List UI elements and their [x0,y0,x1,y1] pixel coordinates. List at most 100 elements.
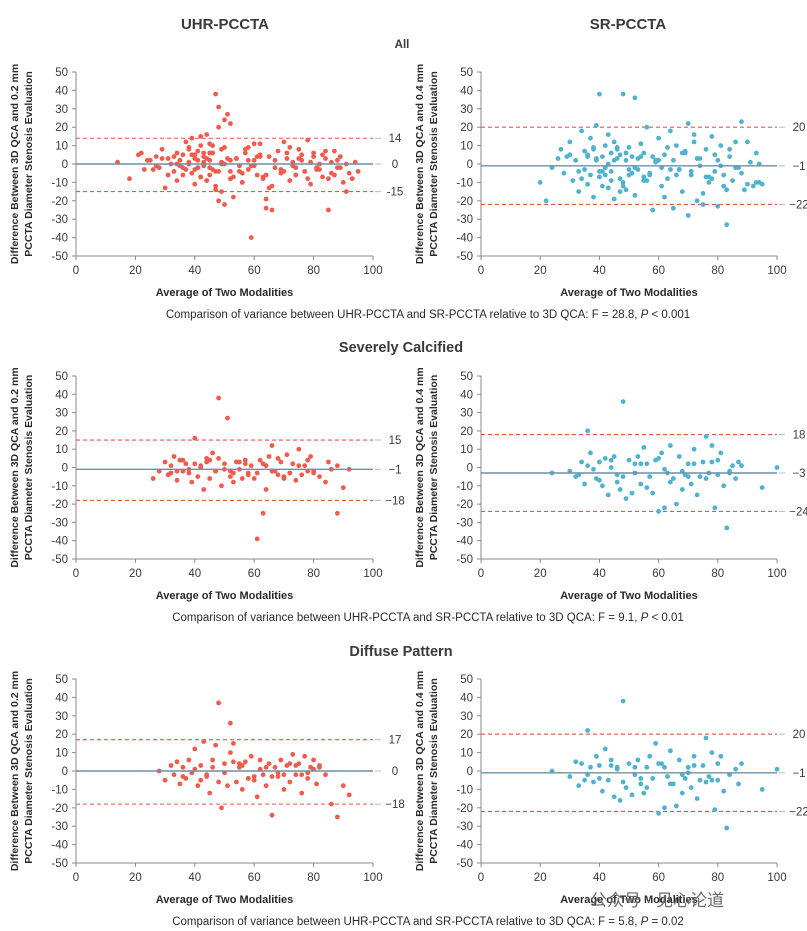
data-point [691,139,697,145]
data-point [632,95,638,101]
data-point [251,157,257,163]
data-point [759,485,765,490]
x-tick-label: 40 [593,265,606,277]
data-point [281,474,287,479]
data-point [231,759,236,765]
y-tick-label: -10 [51,177,68,189]
data-point [718,143,724,149]
data-point [724,187,730,193]
data-point [320,174,325,180]
y-tick-label: -40 [51,840,68,852]
data-point [623,785,629,790]
data-point [588,764,593,770]
data-point [579,761,584,766]
data-point [234,779,239,785]
x-tick-label: 100 [767,872,786,884]
data-point [183,139,189,145]
y-tick-label: 50 [460,674,473,686]
y-tick-label: -40 [51,233,68,245]
data-point [644,485,650,490]
y-tick-label: -10 [51,481,68,493]
data-point [614,145,620,150]
x-tick-label: 80 [711,568,724,580]
data-point [251,476,257,481]
data-point [703,476,709,481]
data-point [198,174,204,180]
data-point [558,146,564,152]
x-tick-label: 20 [129,872,142,884]
data-point [691,753,697,759]
data-point [198,143,204,149]
data-point [620,474,626,479]
y-tick-label: -50 [456,858,473,870]
data-point [576,783,582,789]
data-point [204,772,210,778]
y-tick-label: -50 [51,858,68,870]
data-point [724,825,730,831]
data-point [730,463,735,469]
data-point [700,202,706,207]
x-tick-label: 0 [73,568,79,580]
section-title-all: All [395,39,410,51]
data-point [706,180,712,185]
data-point [269,774,275,779]
data-point [582,481,587,487]
y-tick-label: -30 [51,821,68,833]
x-tick-label: 100 [767,568,786,580]
data-point [141,167,147,172]
data-point [617,798,623,803]
data-point [537,180,543,185]
data-point [174,759,180,765]
y-tick-label: 50 [460,67,473,79]
data-point [284,150,290,156]
data-point [656,456,661,461]
data-point [317,764,322,770]
data-point [685,121,691,126]
data-point [222,202,227,207]
data-point [602,172,608,178]
data-point [165,172,171,178]
data-point [186,146,192,152]
data-point [620,180,626,185]
x-tick-label: 60 [652,568,665,580]
data-point [623,157,629,163]
x-tick-label: 40 [593,872,606,884]
data-point [275,148,281,154]
data-point [638,154,644,160]
lower-loa-label: −18 [385,799,405,811]
data-point [189,152,195,158]
data-point [739,463,744,469]
data-point [555,156,561,161]
data-point [700,459,706,465]
data-point [567,774,573,779]
lower-loa-label: −22 [789,199,807,211]
data-point [703,146,709,152]
data-point [299,152,305,158]
data-point [296,146,302,152]
data-point [733,139,738,145]
y-tick-label: -10 [51,784,68,796]
data-point [644,461,650,467]
data-point [195,148,201,154]
data-point [617,487,623,492]
data-point [605,132,611,138]
data-point [605,777,611,783]
x-tick-label: 20 [129,265,142,277]
x-tick-label: 20 [534,265,547,277]
data-point [742,187,747,193]
y-tick-label: 50 [55,674,68,686]
data-point [721,483,727,489]
data-point [718,753,724,759]
data-point [635,757,641,763]
data-point [231,470,236,476]
data-point [237,459,242,465]
data-point [231,741,236,746]
y-tick-label: 10 [55,444,68,456]
data-point [263,172,269,178]
y-tick-label: 10 [460,444,473,456]
data-point [263,487,269,492]
data-point [287,145,293,150]
data-point [570,178,576,184]
data-point [721,788,727,794]
data-point [650,490,656,496]
